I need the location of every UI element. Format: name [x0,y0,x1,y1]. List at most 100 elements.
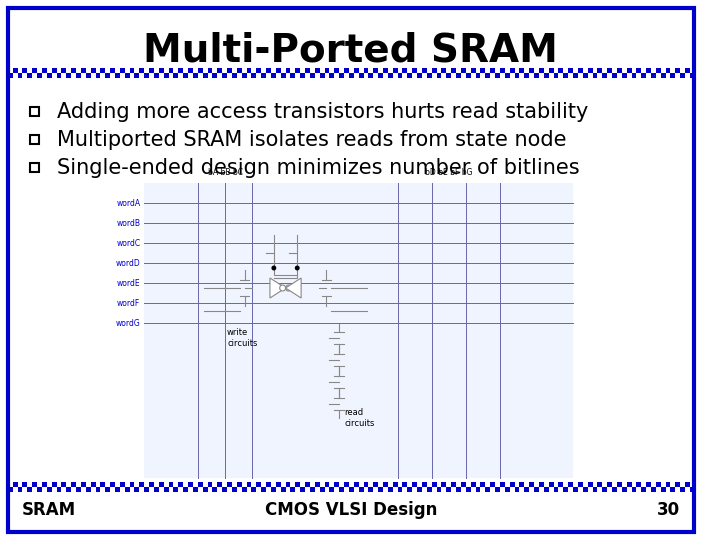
Bar [115,487,120,492]
Bar [315,482,320,487]
Text: 30: 30 [657,501,680,519]
Text: SRAM: SRAM [22,501,76,519]
Bar [383,482,388,487]
Bar [163,487,168,492]
Bar [559,482,563,487]
Bar [369,73,373,78]
Bar [242,73,246,78]
Bar [466,487,471,492]
Bar [286,68,290,73]
Bar [383,68,388,73]
Bar [631,73,636,78]
Bar [154,73,159,78]
Bar [212,73,217,78]
Bar [305,68,310,73]
Bar [329,73,334,78]
Bar [598,482,602,487]
Bar [602,73,607,78]
Bar [81,482,86,487]
Bar [582,73,588,78]
Bar [135,73,140,78]
Bar [188,482,193,487]
Bar [626,482,631,487]
Bar [651,487,656,492]
Bar [30,163,39,172]
Bar [656,68,661,73]
Bar [622,73,626,78]
Bar [529,482,534,487]
Bar [349,487,354,492]
Bar [617,482,622,487]
Bar [524,73,529,78]
Bar [125,487,130,492]
Bar [120,68,125,73]
Bar [549,482,554,487]
Bar [188,68,193,73]
Bar [427,73,432,78]
Bar [227,68,232,73]
Bar [227,482,232,487]
Bar [427,487,432,492]
Bar [256,68,261,73]
Bar [120,482,125,487]
Bar [125,73,130,78]
Bar [71,68,76,73]
Bar [500,482,505,487]
Bar [680,73,685,78]
Bar [456,73,461,78]
Text: bD bE bF bG: bD bE bF bG [425,168,472,177]
Bar [534,487,539,492]
Bar [154,487,159,492]
Bar [57,73,61,78]
Bar [417,73,422,78]
Bar [456,487,461,492]
Text: Single-ended design minimizes number of bitlines: Single-ended design minimizes number of … [57,158,579,178]
Bar [364,68,369,73]
Bar [378,73,383,78]
Bar [588,68,593,73]
Bar [612,73,617,78]
Bar [17,487,22,492]
Bar [66,73,71,78]
Bar [578,482,582,487]
Bar [130,68,135,73]
Bar [388,487,392,492]
Bar [71,482,76,487]
Bar [359,487,364,492]
Bar [471,482,476,487]
Bar [466,73,471,78]
Bar [237,482,242,487]
Bar [91,68,96,73]
Bar [476,487,480,492]
Bar [193,487,198,492]
Bar [295,482,300,487]
Bar [373,482,378,487]
Bar [300,487,305,492]
Bar [339,73,344,78]
Bar [369,487,373,492]
Bar [17,73,22,78]
Bar [582,487,588,492]
Text: CMOS VLSI Design: CMOS VLSI Design [265,501,437,519]
Bar [505,73,510,78]
Bar [81,68,86,73]
Bar [461,482,466,487]
Bar [100,482,105,487]
Bar [485,487,490,492]
Bar [568,68,573,73]
Bar [217,68,222,73]
Bar [510,482,515,487]
Polygon shape [270,278,286,298]
Bar [413,482,417,487]
Text: Multiported SRAM isolates reads from state node: Multiported SRAM isolates reads from sta… [57,130,566,150]
Bar [300,73,305,78]
Bar [685,68,690,73]
Bar [271,487,276,492]
Bar [232,73,237,78]
Bar [144,183,573,478]
Bar [159,68,163,73]
Bar [593,73,598,78]
Bar [432,68,436,73]
Text: bA bB bC: bA bB bC [207,168,243,177]
Bar [27,73,32,78]
